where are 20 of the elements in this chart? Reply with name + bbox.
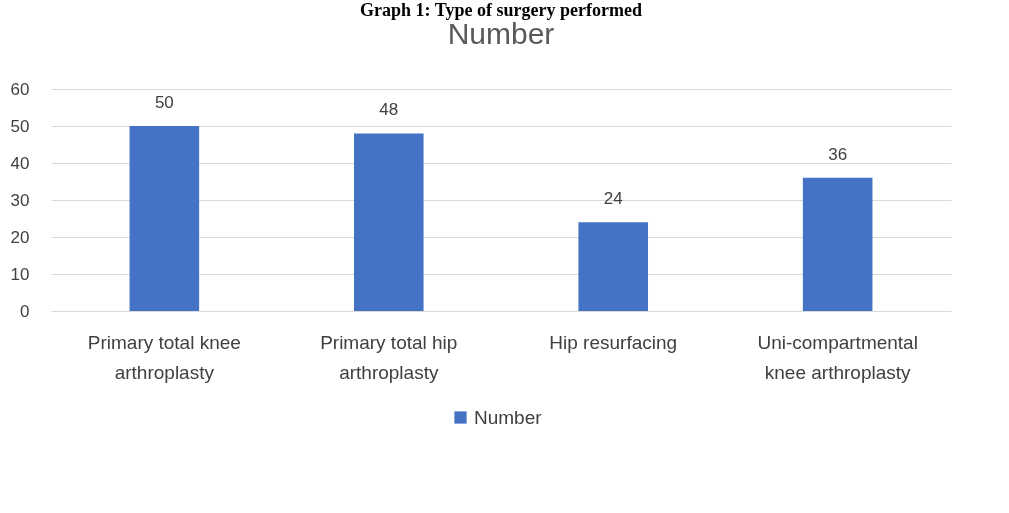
data-label: 50 — [154, 93, 174, 112]
y-tick-label: 0 — [20, 301, 30, 321]
bar — [802, 177, 873, 311]
data-label: 24 — [603, 189, 623, 209]
y-tick-label: 30 — [10, 190, 30, 210]
y-tick-label: 40 — [10, 153, 30, 173]
bar — [129, 126, 200, 311]
bar — [578, 222, 649, 311]
y-tick-label: 50 — [10, 116, 30, 136]
x-tick-label: Primary total knee arthroplasty — [87, 331, 241, 383]
x-tick-label: Hip resurfacing — [549, 331, 678, 353]
y-tick-label: 10 — [10, 264, 30, 284]
y-tick-label: 20 — [10, 227, 30, 247]
bar — [353, 133, 424, 311]
y-tick-label: 60 — [10, 79, 30, 99]
x-tick-label: Primary total hip arthroplasty — [320, 331, 458, 383]
data-label: 48 — [379, 100, 399, 120]
legend-label: Number — [474, 406, 543, 428]
data-label: 36 — [828, 144, 848, 164]
x-tick-label: Uni-compartmental knee arthroplasty — [757, 331, 918, 383]
